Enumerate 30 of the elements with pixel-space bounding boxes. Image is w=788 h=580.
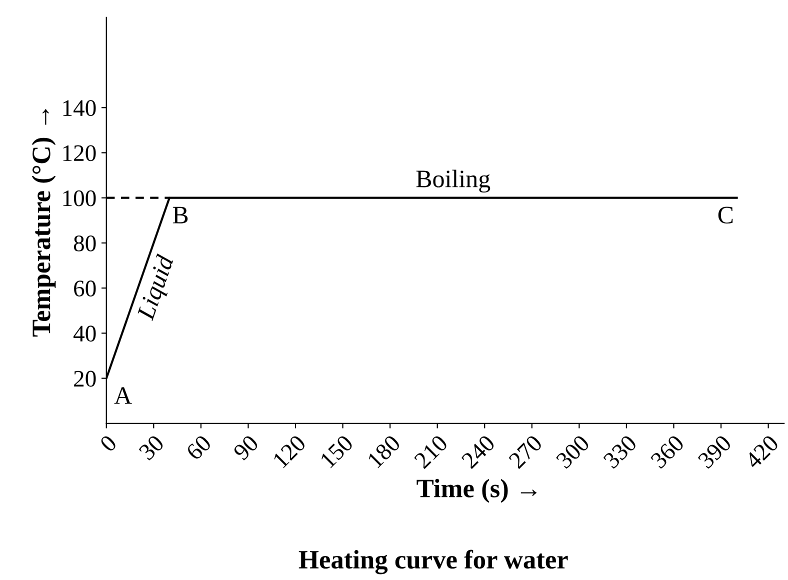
y-tick-label: 120 <box>63 145 96 162</box>
annotation: C <box>718 206 733 224</box>
y-tick-label: 80 <box>74 235 96 252</box>
x-tick-label: 360 <box>650 434 685 470</box>
x-tick-label: 60 <box>185 434 212 461</box>
text: Heating curve for water <box>298 550 568 574</box>
x-tick-label: 30 <box>138 434 165 461</box>
annotation: Liquid <box>136 253 179 323</box>
x-tick-label: 210 <box>414 434 448 470</box>
y-tick-label: 100 <box>63 190 96 206</box>
x-tick-label: 240 <box>460 434 496 470</box>
x-tick-label: 0 <box>99 434 118 453</box>
x-tick-label: 300 <box>555 434 590 470</box>
x-tick-label: 420 <box>744 434 780 470</box>
x-tick-label: 120 <box>272 434 307 468</box>
annotation: Boiling <box>416 170 490 193</box>
x-tick-label: 270 <box>508 434 544 470</box>
y-tick-label: 40 <box>74 326 96 342</box>
y-axis-title: Temperature (°C) → <box>32 109 56 337</box>
annotation: B <box>172 206 188 224</box>
y-tick-label: 60 <box>74 280 96 296</box>
x-tick-label: 390 <box>697 434 732 470</box>
annotation: A <box>114 387 132 404</box>
y-tick-label: 20 <box>74 370 96 387</box>
x-tick-label: 180 <box>366 434 402 468</box>
y-tick-label: 140 <box>63 100 96 116</box>
x-tick-label: 90 <box>232 434 260 462</box>
x-tick-label: 330 <box>602 434 638 470</box>
x-tick-label: 150 <box>320 434 354 468</box>
x-axis-title: Time (s) → <box>416 478 537 503</box>
